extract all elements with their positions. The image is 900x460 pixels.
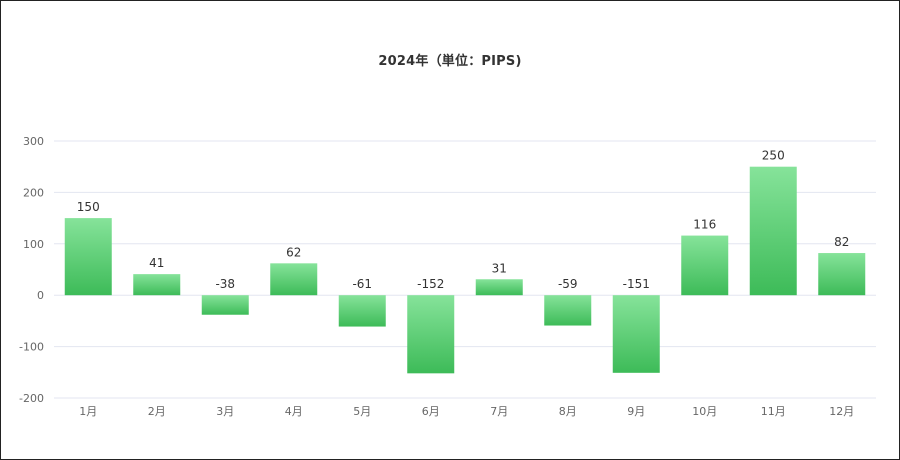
data-label: 62 bbox=[286, 245, 301, 259]
bar-10[interactable] bbox=[681, 235, 729, 296]
x-tick-label: 11月 bbox=[761, 405, 786, 418]
data-label: 116 bbox=[693, 218, 716, 232]
data-label: -38 bbox=[215, 277, 235, 291]
bar-12[interactable] bbox=[818, 253, 866, 296]
data-label: 150 bbox=[77, 200, 100, 214]
x-tick-label: 12月 bbox=[829, 405, 854, 418]
y-tick-label: 300 bbox=[23, 135, 44, 148]
y-tick-label: -100 bbox=[19, 341, 44, 354]
data-label: 82 bbox=[834, 235, 849, 249]
data-label: 31 bbox=[492, 261, 507, 275]
bar-7[interactable] bbox=[475, 279, 523, 296]
x-tick-label: 8月 bbox=[559, 405, 577, 418]
data-label: -61 bbox=[352, 277, 372, 291]
data-label: 250 bbox=[762, 149, 785, 163]
y-tick-label: -200 bbox=[19, 392, 44, 405]
bar-2[interactable] bbox=[133, 274, 181, 296]
bar-1[interactable] bbox=[64, 218, 112, 296]
x-tick-label: 9月 bbox=[627, 405, 645, 418]
y-tick-label: 100 bbox=[23, 238, 44, 251]
x-tick-label: 3月 bbox=[216, 405, 234, 418]
bar-6[interactable] bbox=[407, 295, 455, 374]
x-tick-label: 4月 bbox=[285, 405, 303, 418]
x-tick-label: 6月 bbox=[422, 405, 440, 418]
bar-5[interactable] bbox=[338, 295, 386, 327]
y-tick-label: 200 bbox=[23, 186, 44, 199]
bar-11[interactable] bbox=[749, 166, 797, 296]
x-tick-label: 2月 bbox=[148, 405, 166, 418]
data-label: -59 bbox=[558, 277, 578, 291]
data-label: -152 bbox=[417, 277, 444, 291]
y-tick-label: 0 bbox=[37, 289, 44, 302]
bar-4[interactable] bbox=[270, 263, 318, 296]
data-label: -151 bbox=[623, 277, 650, 291]
x-tick-label: 10月 bbox=[692, 405, 717, 418]
bar-3[interactable] bbox=[201, 295, 249, 315]
x-tick-label: 7月 bbox=[490, 405, 508, 418]
bar-9[interactable] bbox=[612, 295, 660, 373]
x-tick-label: 1月 bbox=[79, 405, 97, 418]
data-label: 41 bbox=[149, 256, 164, 270]
chart-title: 2024年（単位：PIPS) bbox=[378, 54, 522, 69]
x-tick-label: 5月 bbox=[353, 405, 371, 418]
bar-8[interactable] bbox=[544, 295, 592, 326]
